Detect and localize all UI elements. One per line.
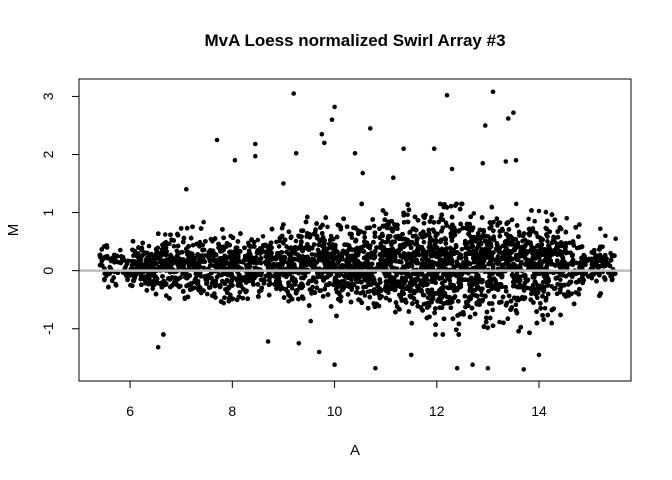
data-point-317	[483, 293, 488, 299]
data-point-491	[260, 234, 266, 239]
data-point-60	[325, 224, 330, 230]
data-point-124	[308, 318, 314, 324]
data-point-40	[162, 232, 168, 237]
data-point-366	[118, 247, 123, 253]
data-point-62	[543, 209, 549, 215]
data-point-571	[574, 260, 579, 266]
data-point-333	[365, 289, 371, 295]
data-point-118	[276, 244, 282, 249]
data-point-377	[513, 201, 519, 207]
data-point-256	[201, 219, 206, 225]
data-point-46	[146, 243, 152, 249]
data-point-312	[564, 216, 569, 221]
data-point-13	[542, 306, 548, 311]
data-point-319	[205, 291, 210, 297]
data-point-435	[497, 319, 502, 325]
data-point-483	[459, 247, 465, 252]
data-point-218	[421, 239, 427, 245]
data-point-463	[349, 235, 355, 240]
data-point-288	[190, 242, 196, 248]
data-point-284	[171, 243, 177, 249]
data-point-134	[545, 239, 550, 244]
data-point-201	[192, 255, 198, 261]
data-point-504	[589, 275, 595, 281]
data-point-292	[362, 293, 368, 298]
data-point-405	[286, 299, 291, 304]
data-point-465	[206, 254, 211, 260]
data-point-532	[490, 307, 496, 313]
points-layer	[97, 89, 618, 372]
chart-title: MvA Loess normalized Swirl Array #3	[204, 31, 505, 50]
data-point-109	[567, 240, 572, 246]
data-point-556	[526, 216, 531, 222]
data-point-478	[200, 242, 205, 248]
data-point-356	[479, 292, 484, 298]
data-point-413	[309, 252, 315, 257]
data-point-16	[405, 212, 410, 217]
data-point-414	[536, 208, 542, 214]
data-point-536	[274, 239, 279, 245]
data-point-10	[293, 238, 299, 244]
data-point-86	[255, 237, 261, 243]
data-point-108	[284, 244, 289, 249]
data-point-188	[547, 229, 553, 234]
data-point-264	[212, 291, 217, 296]
data-point-545	[486, 234, 491, 239]
data-point-84	[310, 284, 315, 290]
data-point-378	[386, 290, 391, 296]
data-point-349	[532, 218, 537, 224]
data-point-30	[237, 289, 243, 295]
data-point-107	[371, 223, 377, 229]
data-point-198	[471, 211, 477, 216]
